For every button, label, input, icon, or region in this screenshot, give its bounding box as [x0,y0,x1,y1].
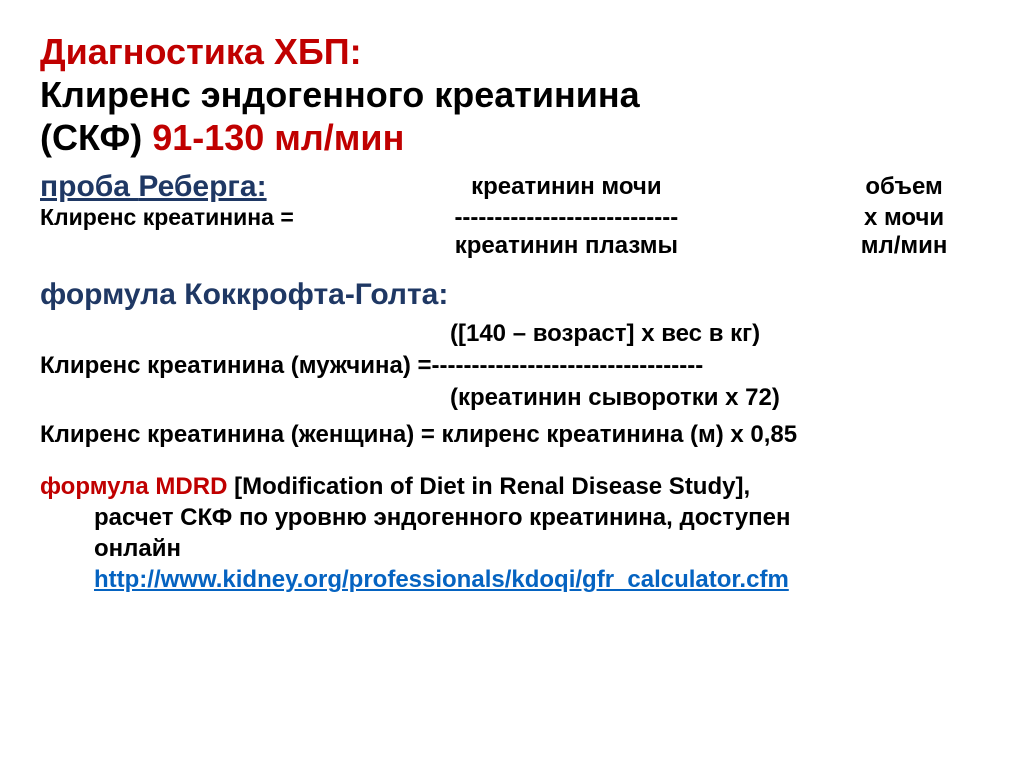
title-diagnosis: Диагностика ХБП: [40,30,984,73]
cockcroft-title: формула Коккрофта-Голта: [40,278,984,312]
cockcroft-numerator: ([140 – возраст] х вес в кг) [450,318,984,350]
cockcroft-left: Клиренс креатинина (мужчина) = [40,350,432,382]
mdrd-desc3: онлайн [94,533,984,564]
reberg-prefix: проба [40,170,138,203]
cockcroft-female: Клиренс креатинина (женщина) = клиренс к… [40,421,984,449]
title-gfr: (СКФ) 91-130 мл/мин [40,116,984,159]
reberg-right-bot: мл/мин [824,232,984,260]
reberg-left: Клиренс креатинина = [40,204,400,231]
mdrd-desc2: расчет СКФ по уровню эндогенного креатин… [94,502,984,533]
title-gfr-value: 91-130 мл/мин [152,117,404,158]
cockcroft-denominator: (креатинин сыворотки х 72) [450,382,984,414]
title-gfr-label: (СКФ) [40,117,152,158]
cockcroft-divider: ---------------------------------- [432,350,704,382]
reberg-link: Реберга: [138,170,266,203]
cockcroft-formula: ([140 – возраст] х вес в кг) Клиренс кре… [40,318,984,415]
reberg-right-mid: х мочи [824,204,984,232]
mdrd-title: формула MDRD [40,473,234,500]
reberg-numerator: креатинин мочи [418,173,715,201]
reberg-divider: ---------------------------- [418,204,715,232]
reberg-denominator: креатинин плазмы [418,232,715,260]
mdrd-desc1: [Modification of Diet in Renal Disease S… [234,473,750,500]
title-clearance: Клиренс эндогенного креатинина [40,73,984,116]
reberg-label: проба Реберга: [40,170,267,203]
mdrd-url-link[interactable]: http://www.kidney.org/professionals/kdoq… [94,566,789,593]
reberg-right-top: объем [824,173,984,201]
mdrd-section: формула MDRD [Modification of Diet in Re… [40,471,984,596]
reberg-section: проба Реберга: креатинин мочи объем Клир… [40,170,984,260]
